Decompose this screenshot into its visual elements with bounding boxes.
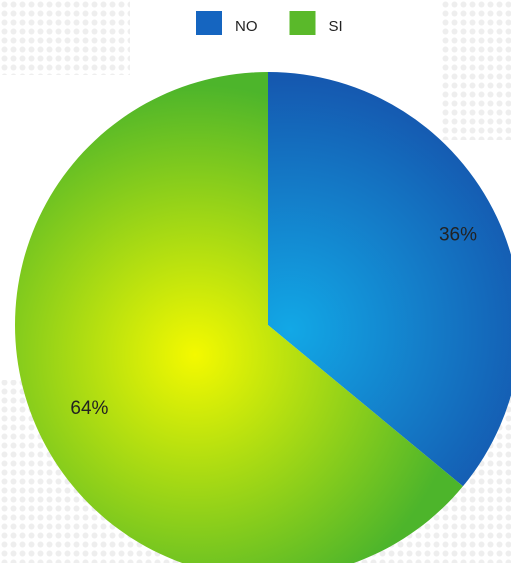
slice-label: 36% — [439, 225, 477, 246]
pie-slice — [268, 72, 511, 487]
pie: 36% 64% — [15, 72, 511, 563]
background-dots — [440, 0, 511, 140]
background-dots — [0, 0, 130, 75]
pie-slice — [15, 72, 463, 563]
legend-label: NO — [235, 18, 258, 35]
legend: NO SI — [196, 11, 343, 35]
legend-swatch — [196, 11, 222, 35]
legend-swatch — [289, 11, 316, 35]
legend-label: SI — [329, 18, 343, 35]
slice-label: 64% — [70, 398, 108, 419]
